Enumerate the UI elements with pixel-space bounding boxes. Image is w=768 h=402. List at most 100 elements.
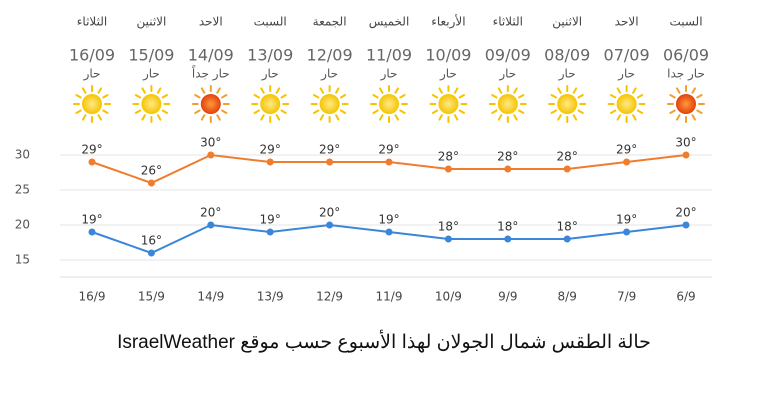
condition: حار [320, 67, 338, 82]
condition: حار [261, 67, 279, 82]
date: 11/09 [366, 46, 412, 65]
value-label: 29° [260, 143, 281, 157]
sun-ray [610, 94, 617, 99]
value-label: 29° [616, 143, 637, 157]
weather-icon [251, 85, 290, 123]
point [207, 151, 215, 159]
sun-ray [253, 94, 260, 99]
value-label: 16° [141, 234, 162, 248]
sun-ray [82, 114, 87, 121]
sun-ray [194, 109, 201, 114]
sun-ray [453, 87, 459, 94]
sun-ray [102, 94, 109, 99]
value-label: 19° [260, 213, 281, 227]
sun-ray [335, 114, 340, 121]
condition: حار [498, 67, 516, 82]
point [444, 235, 452, 243]
sun-ray [134, 94, 142, 99]
sun-ray [491, 94, 498, 99]
x-tick-label: 8/9 [558, 290, 577, 304]
weather-icon [370, 85, 408, 123]
value-label: 29° [81, 143, 102, 157]
sun [260, 94, 281, 114]
point [147, 249, 155, 257]
date: 15/09 [128, 46, 174, 65]
sun-ray [669, 109, 676, 114]
point [385, 228, 393, 236]
date: 10/09 [425, 46, 471, 65]
sun-ray [372, 109, 379, 114]
point [623, 228, 631, 236]
sun-ray [97, 114, 102, 121]
x-tick-label: 7/9 [617, 290, 636, 304]
value-label: 29° [319, 143, 340, 157]
sun-ray [82, 87, 87, 94]
condition: حار [83, 67, 101, 82]
value-label: 30° [200, 136, 221, 150]
day-name: الثلاثاء [493, 15, 523, 29]
x-tick-label: 11/9 [376, 290, 403, 304]
point [88, 158, 96, 166]
y-tick-label: 25 [15, 183, 30, 197]
sun-ray [280, 94, 287, 99]
date: 16/09 [69, 46, 115, 65]
weather-icon [132, 85, 171, 123]
sun-ray [572, 114, 578, 121]
point [326, 158, 334, 166]
sun-ray [134, 109, 142, 114]
sun-ray [691, 114, 696, 121]
sun-ray [313, 109, 320, 114]
x-tick-label: 12/9 [316, 290, 343, 304]
sun-ray [313, 94, 320, 99]
sun-ray [497, 114, 503, 121]
sun-ray [339, 94, 347, 99]
sun-ray [161, 94, 168, 99]
x-tick-label: 16/9 [79, 290, 106, 304]
caption: حالة الطقس شمال الجولان لهذا الأسبوع حسب… [117, 332, 651, 353]
sun [82, 94, 102, 114]
x-tick-label: 15/9 [138, 290, 165, 304]
sun-ray [453, 114, 459, 121]
value-label: 28° [497, 150, 518, 164]
day-name: الاثنين [136, 15, 166, 30]
sun-ray [458, 94, 465, 99]
sun-ray [513, 114, 518, 121]
sun-ray [577, 94, 584, 99]
day-name: الثلاثاء [77, 15, 107, 29]
point [266, 158, 274, 166]
sun [141, 94, 162, 114]
date: 09/09 [485, 46, 531, 65]
date: 08/09 [544, 46, 590, 65]
day-name: الاحد [615, 15, 639, 29]
value-label: 19° [616, 213, 637, 227]
weather-icon [607, 85, 646, 123]
x-tick-label: 6/9 [676, 290, 695, 304]
sun-ray [372, 94, 379, 99]
weather-icon [667, 85, 705, 123]
sun-ray [379, 87, 384, 94]
value-label: 20° [200, 206, 221, 220]
day-name: الاحد [199, 15, 223, 29]
sun-ray [577, 109, 584, 114]
sun-ray [616, 114, 622, 121]
weather-icon [73, 85, 111, 123]
sun-ray [335, 87, 340, 94]
sun-ray [141, 114, 146, 121]
condition: حار [142, 67, 160, 82]
x-tick-label: 10/9 [435, 290, 462, 304]
sun-ray [632, 114, 637, 121]
sun-ray [221, 109, 228, 114]
x-tick-label: 13/9 [257, 290, 284, 304]
y-tick-label: 15 [15, 253, 30, 267]
value-label: 20° [319, 206, 340, 220]
sun-ray [221, 94, 228, 99]
sun-ray [399, 109, 406, 114]
sun-ray [399, 94, 406, 99]
point [504, 165, 512, 173]
point [266, 228, 274, 236]
date: 12/09 [307, 46, 353, 65]
day-name: الاثنين [552, 15, 582, 30]
point [623, 158, 631, 166]
point [326, 221, 334, 229]
